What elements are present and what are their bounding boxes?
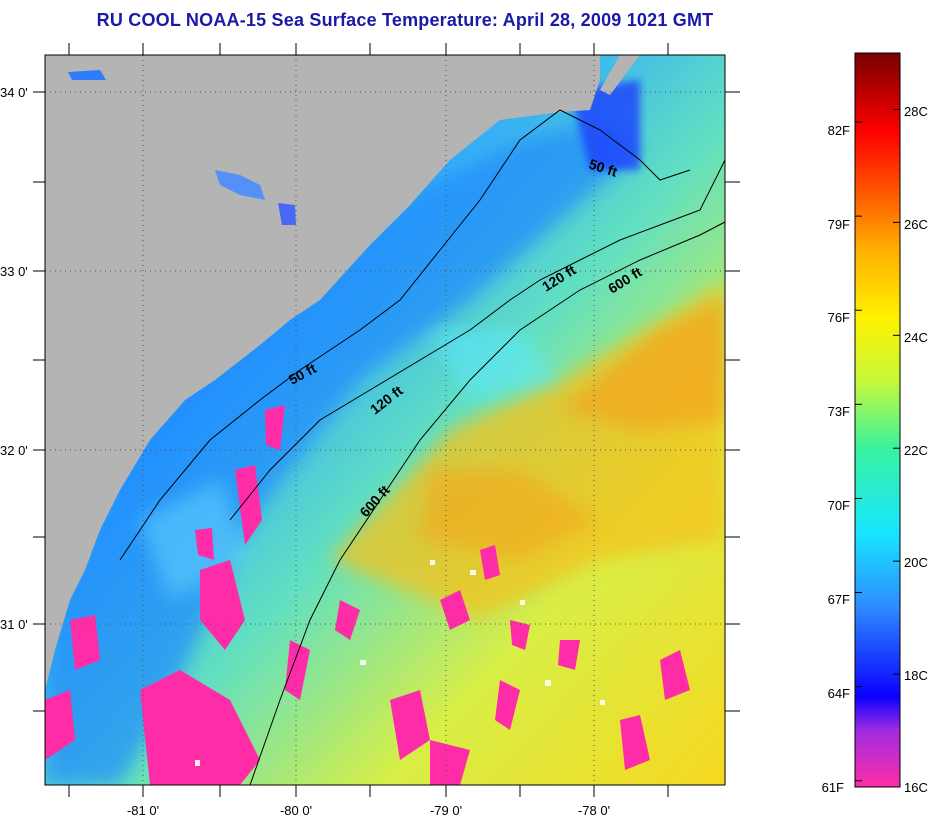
colorbar-scale	[854, 52, 901, 788]
sst-field	[45, 55, 725, 785]
latitude-labels: 34 0' 33 0' 32 0' 31 0'	[0, 85, 28, 632]
lat-label-31: 31 0'	[0, 617, 28, 632]
colorbar-ticks	[855, 108, 900, 788]
contour-120ft	[229, 159, 726, 521]
f-label-76: 76F	[828, 310, 850, 325]
lon-label-79: -79 0'	[430, 803, 462, 817]
lon-label-80: -80 0'	[280, 803, 312, 817]
f-label-61: 61F	[822, 780, 844, 795]
f-label-79: 79F	[828, 217, 850, 232]
contour-600ft	[249, 221, 726, 786]
c-label-26: 26C	[904, 217, 928, 232]
lon-label-81: -81 0'	[127, 803, 159, 817]
f-label-82: 82F	[828, 123, 850, 138]
f-label-73: 73F	[828, 404, 850, 419]
lat-label-33: 33 0'	[0, 264, 28, 279]
lon-label-78: -78 0'	[578, 803, 610, 817]
f-label-67: 67F	[828, 592, 850, 607]
f-label-64: 64F	[828, 686, 850, 701]
lat-label-32: 32 0'	[0, 443, 28, 458]
graticule	[45, 55, 725, 785]
c-label-22: 22C	[904, 443, 928, 458]
c-label-28: 28C	[904, 104, 928, 119]
c-label-20: 20C	[904, 555, 928, 570]
contour-50ft	[119, 109, 691, 561]
lat-label-34: 34 0'	[0, 85, 28, 100]
longitude-labels: -81 0' -80 0' -79 0' -78 0'	[127, 803, 610, 817]
land-mass	[45, 55, 600, 690]
fahrenheit-labels: 82F 79F 76F 73F 70F 67F 64F 61F	[822, 123, 850, 795]
map-title: RU COOL NOAA-15 Sea Surface Temperature:…	[96, 10, 714, 30]
map-frame	[44, 54, 726, 786]
axis-ticks	[33, 43, 740, 797]
celsius-labels: 28C 26C 24C 22C 20C 18C 16C	[904, 104, 928, 795]
depth-contours	[119, 109, 726, 786]
c-label-16: 16C	[904, 780, 928, 795]
c-label-18: 18C	[904, 668, 928, 683]
cloud-patches	[45, 68, 690, 785]
c-label-24: 24C	[904, 330, 928, 345]
f-label-70: 70F	[828, 498, 850, 513]
